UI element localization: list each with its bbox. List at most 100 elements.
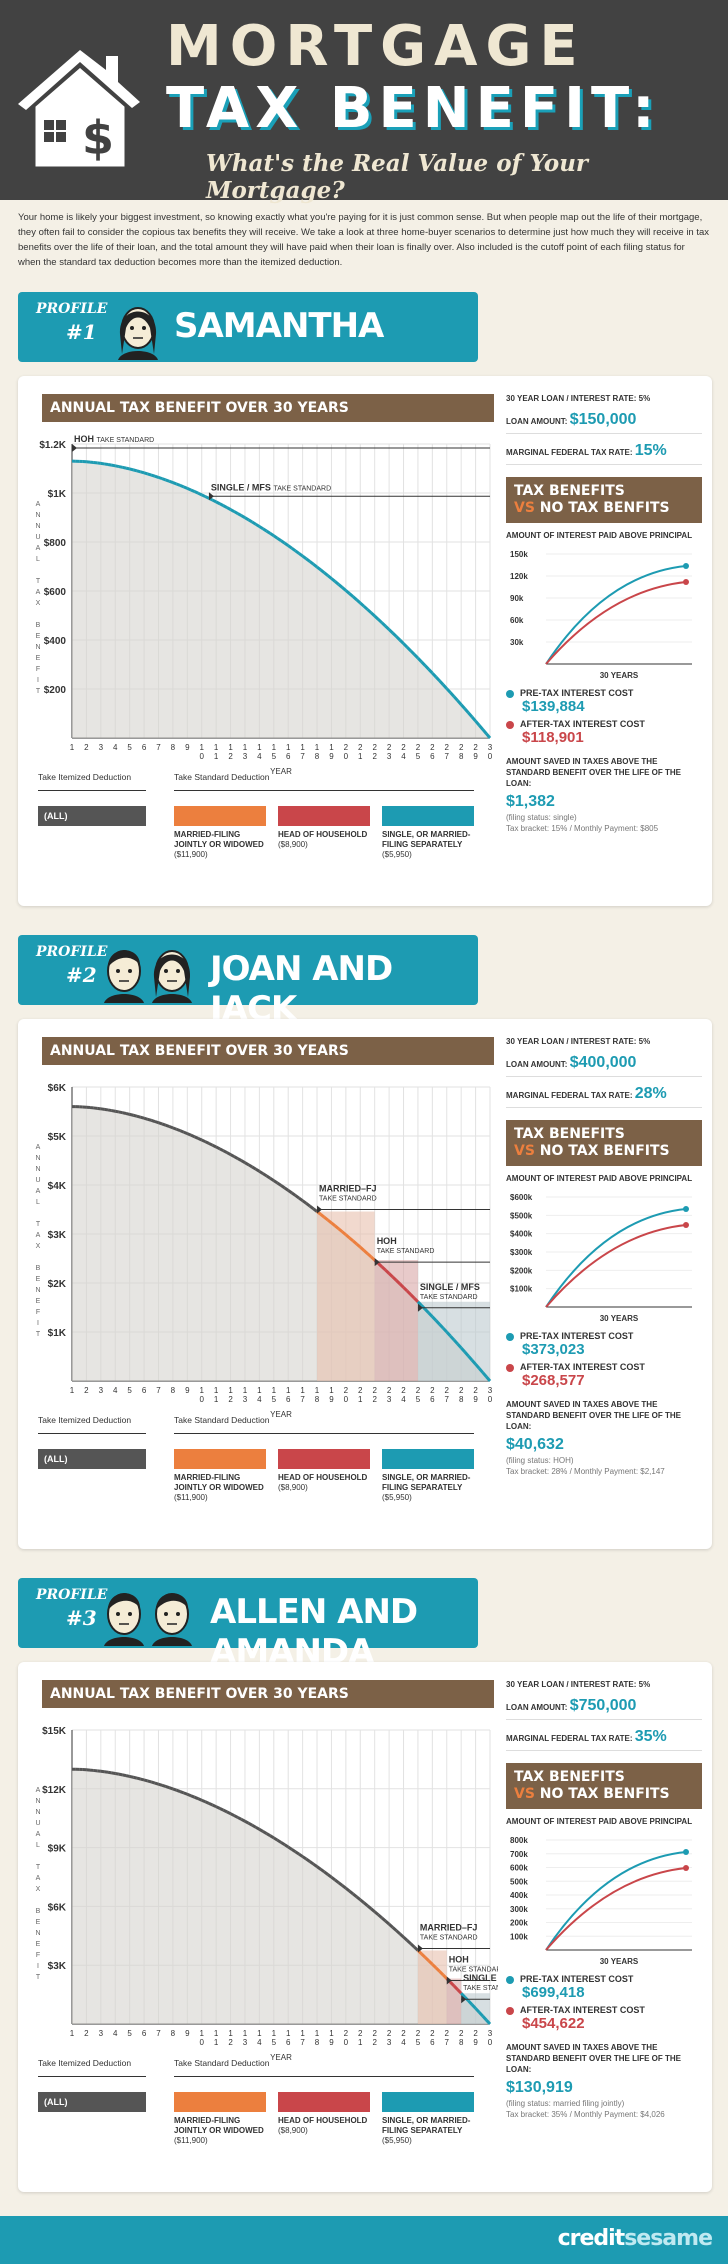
y-axis-letter: E xyxy=(36,633,41,640)
filing-status-label: SINGLE, OR MARRIED-FILING SEPARATELY ($5,… xyxy=(382,2116,482,2146)
benefit-curve xyxy=(100,1107,105,1111)
x-tick-label: 2 xyxy=(445,1386,450,1395)
loan-amount: $150,000 xyxy=(569,411,637,428)
benefit-curve xyxy=(183,1130,188,1136)
x-tick-label: 5 xyxy=(127,743,132,752)
mini-chart-title: AMOUNT OF INTEREST PAID ABOVE PRINCIPAL xyxy=(506,1174,693,1183)
brand-logo[interactable]: creditsesame xyxy=(558,2226,713,2251)
benefit-curve xyxy=(456,1988,463,1995)
brand-part-2: sesame xyxy=(624,2226,713,2251)
benefit-curve xyxy=(215,500,221,506)
x-tick-label: 7 xyxy=(300,1395,305,1404)
benefit-curve xyxy=(420,660,427,667)
x-tick-label: 1 xyxy=(315,2029,320,2038)
x-tick-label: 6 xyxy=(142,1386,147,1395)
tax-benefits-box: TAX BENEFITS VS NO TAX BENFITS xyxy=(506,1120,702,1166)
profile-name: JOAN AND JACK xyxy=(210,949,393,1029)
x-tick-label: 7 xyxy=(300,2038,305,2047)
interest-rate: INTEREST RATE: 5% xyxy=(570,1037,651,1046)
benefit-curve xyxy=(308,560,315,566)
benefit-curve xyxy=(118,465,123,469)
tax-benefits-box: TAX BENEFITS VS NO TAX BENFITS xyxy=(506,1763,702,1809)
benefit-curve xyxy=(111,1771,116,1775)
mini-x-label: 30 YEARS xyxy=(600,1314,639,1323)
itemized-line xyxy=(38,1433,146,1434)
tax-rate-label: MARGINAL FEDERAL TAX RATE: xyxy=(506,1734,633,1743)
x-tick-label: 4 xyxy=(113,743,118,752)
title-line-2: TAX BENEFIT: xyxy=(166,76,661,141)
benefit-curve xyxy=(287,544,293,550)
x-tick-label: 1 xyxy=(214,1395,219,1404)
benefit-curve xyxy=(301,1855,308,1861)
x-tick-label: 2 xyxy=(459,1386,464,1395)
x-tick-label: 2 xyxy=(430,2029,435,2038)
benefit-curve xyxy=(262,1830,268,1835)
benefit-curve xyxy=(190,1133,196,1139)
y-axis-letter: T xyxy=(36,688,41,695)
y-axis-letter: A xyxy=(36,1188,41,1195)
deduction-legend: Take Itemized Deduction Take Standard Ded… xyxy=(38,772,498,882)
after-tax-bullet xyxy=(506,2006,514,2015)
profile-avatar xyxy=(104,1593,192,1646)
after-tax-bullet xyxy=(506,720,514,729)
benefit-curve xyxy=(298,1196,304,1202)
y-axis-letter: T xyxy=(36,1974,41,1981)
x-tick-label: 7 xyxy=(156,743,161,752)
header: $ MORTGAGE TAX BENEFIT: What's the Real … xyxy=(0,0,728,204)
benefit-curve xyxy=(470,1359,477,1366)
filing-status-name: SINGLE, OR MARRIED-FILING SEPARATELY xyxy=(382,2116,471,2135)
x-tick-label: 2 xyxy=(445,2029,450,2038)
benefit-curve xyxy=(445,1331,452,1337)
benefit-curve xyxy=(201,1138,206,1144)
y-axis-letter: I xyxy=(37,1320,39,1327)
after-tax-value: $118,901 xyxy=(522,729,584,746)
filing-status-amount: ($8,900) xyxy=(278,2126,308,2135)
benefit-curve xyxy=(190,1794,196,1799)
x-tick-label: 2 xyxy=(430,1386,435,1395)
benefit-curve xyxy=(373,614,380,621)
x-tick-label: 0 xyxy=(344,2038,349,2047)
x-tick-label: 1 xyxy=(199,743,204,752)
x-tick-label: 0 xyxy=(344,1395,349,1404)
benefit-curve xyxy=(478,2011,484,2018)
benefit-curve xyxy=(326,574,333,580)
x-tick-label: 2 xyxy=(372,752,377,761)
benefit-curve xyxy=(449,1334,456,1341)
x-axis-label: YEAR xyxy=(270,1410,292,1419)
person-avatar xyxy=(104,950,144,1003)
person-avatar xyxy=(152,1593,192,1646)
benefit-curve xyxy=(402,1286,409,1293)
benefit-curve xyxy=(413,1945,419,1952)
profile-name: SAMANTHA xyxy=(174,306,384,346)
x-tick-label: 6 xyxy=(430,1395,435,1404)
benefit-curve xyxy=(316,565,322,572)
benefit-curve xyxy=(262,1172,268,1178)
mini-y-tick: $600k xyxy=(510,1193,533,1202)
benefit-curve xyxy=(294,549,300,555)
x-tick-label: 2 xyxy=(401,2029,406,2038)
benefit-curve xyxy=(438,1970,445,1976)
pre-tax-dot xyxy=(683,1849,689,1855)
benefit-curve xyxy=(226,506,232,511)
x-tick-label: 9 xyxy=(185,743,190,752)
after-tax-row: AFTER-TAX INTEREST COST xyxy=(506,719,702,729)
x-tick-label: 6 xyxy=(430,752,435,761)
pre-tax-label: PRE-TAX INTEREST COST xyxy=(520,688,634,698)
benefit-area xyxy=(72,1769,490,2024)
benefit-curve xyxy=(219,1147,225,1153)
benefit-curve xyxy=(344,589,351,595)
benefit-curve xyxy=(269,1834,275,1840)
saved-label: AMOUNT SAVED IN TAXES ABOVE THE STANDARD… xyxy=(506,1400,681,1431)
benefit-curve xyxy=(373,1910,380,1916)
tax-box-line-2: NO TAX BENFITS xyxy=(539,1143,670,1159)
pre-tax-line xyxy=(545,1851,687,1951)
vs-label: VS xyxy=(514,500,535,516)
x-axis-label: YEAR xyxy=(270,2053,292,2062)
pre-tax-dot xyxy=(683,563,689,569)
benefit-curve xyxy=(132,1775,138,1780)
y-axis-letter: T xyxy=(36,1864,41,1871)
pre-tax-value: $139,884 xyxy=(522,698,585,715)
benefit-curve xyxy=(460,1346,466,1353)
benefit-curve xyxy=(122,1773,127,1778)
benefit-curve xyxy=(258,1170,264,1175)
